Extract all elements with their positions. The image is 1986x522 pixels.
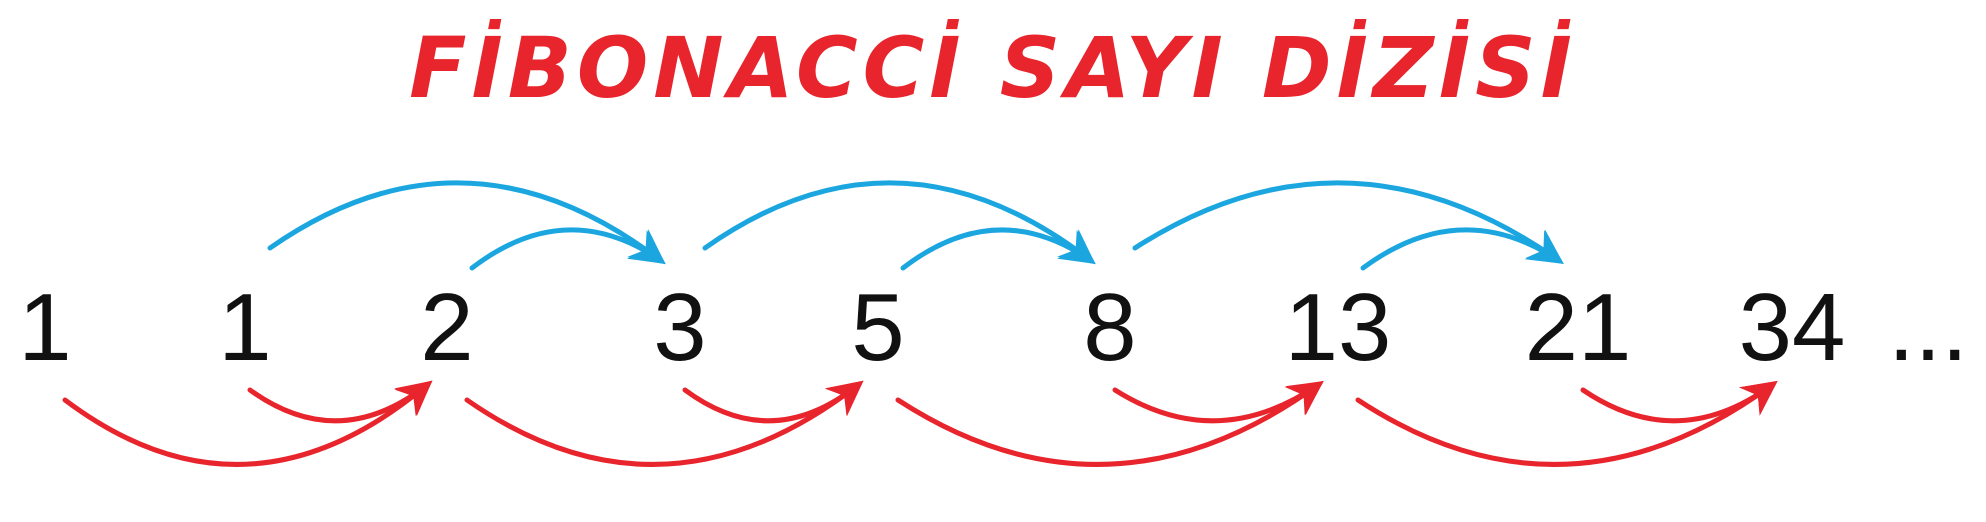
sequence-number-21: 21 <box>1524 274 1632 381</box>
top-arrow-2-to-3 <box>469 227 666 271</box>
top-arrow-1-to-3 <box>267 180 666 265</box>
sequence-number-1b: 1 <box>218 274 272 381</box>
bottom-arrow-6-to-8 <box>1355 380 1778 467</box>
top-arrow-4-to-5 <box>900 227 1096 271</box>
sequence-number-8: 8 <box>1083 274 1137 381</box>
bottom-arrow-7-to-8 <box>1580 380 1778 424</box>
top-arrow-5-to-7 <box>1132 180 1564 265</box>
sequence-number-3: 3 <box>653 274 707 381</box>
sequence-number-2: 2 <box>420 274 474 381</box>
bottom-arrow-3-to-4 <box>682 380 864 424</box>
ellipsis: ... <box>1888 274 1969 381</box>
sequence-number-34: 34 <box>1738 274 1846 381</box>
bottom-arrow-4-to-6 <box>895 380 1324 467</box>
sequence-number-13: 13 <box>1284 274 1392 381</box>
bottom-arrow-0-to-2 <box>62 380 433 467</box>
bottom-arrow-2-to-4 <box>464 380 864 467</box>
bottom-arrow-1-to-2 <box>247 380 433 424</box>
top-arrow-6-to-7 <box>1360 227 1564 271</box>
bottom-arrow-5-to-6 <box>1112 381 1324 424</box>
top-arrow-3-to-5 <box>702 180 1096 265</box>
sequence-number-5: 5 <box>851 274 905 381</box>
sequence-number-1: 1 <box>18 274 72 381</box>
diagram-title: FİBONACCİ SAYI DİZİSİ <box>409 19 1577 117</box>
